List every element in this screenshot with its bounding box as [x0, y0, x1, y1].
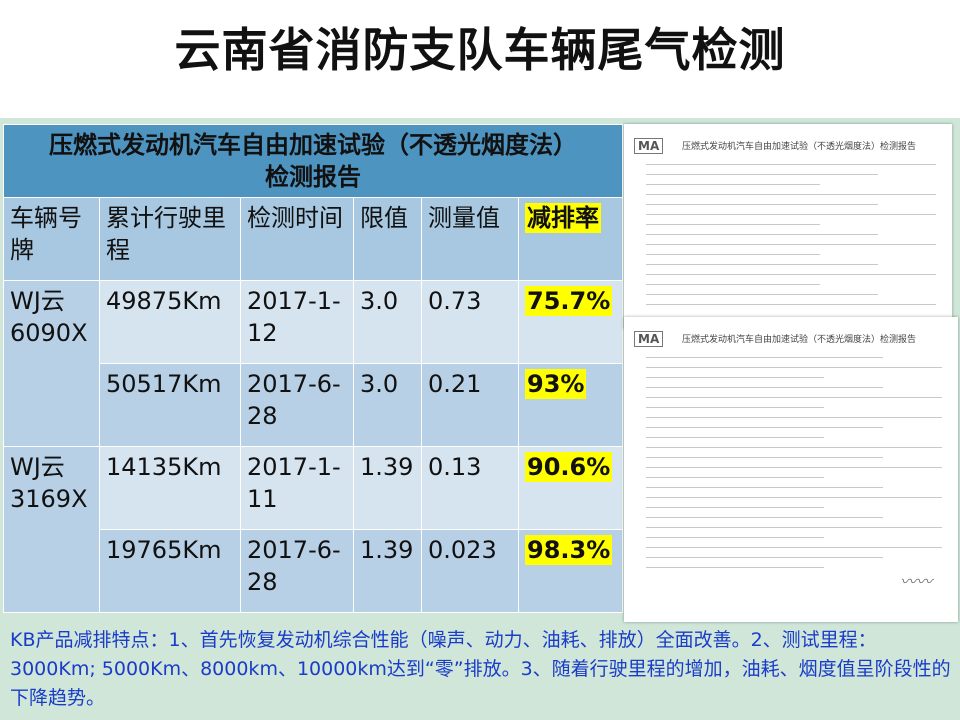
reduction-cell: 90.6%: [517, 446, 624, 530]
report-scan-image: MA 压燃式发动机汽车自由加速试验（不透光烟度法）检测报告 〰〰: [624, 317, 958, 622]
table-title-row: 压燃式发动机汽车自由加速试验（不透光烟度法） 检测报告: [2, 124, 624, 198]
measured-cell: 0.023: [421, 529, 519, 613]
mileage-cell: 14135Km: [99, 446, 241, 530]
column-header-date: 检测时间: [240, 197, 354, 281]
limit-cell: 3.0: [353, 280, 422, 364]
table-row: WJ云6090X 49875Km 2017-1-12 3.0 0.73 75.7…: [3, 280, 624, 447]
table-row: 19765Km 2017-6-28 1.39 0.023 98.3%: [4, 529, 624, 613]
table-title-line2: 检测报告: [265, 163, 362, 191]
report-scan-title: 压燃式发动机汽车自由加速试验（不透光烟度法）检测报告: [682, 335, 917, 345]
reduction-value: 93%: [525, 369, 587, 399]
date-cell: 2017-6-28: [240, 529, 354, 613]
signature-mark: 〰〰: [899, 572, 932, 591]
column-header-row: 车辆号牌 累计行驶里程 检测时间 限值 测量值 减排率: [3, 197, 624, 281]
limit-cell: 1.39: [353, 529, 422, 613]
cma-logo: MA: [634, 331, 664, 347]
column-header-measured: 测量值: [421, 197, 519, 281]
reduction-cell: 93%: [517, 363, 624, 447]
reduction-value: 75.7%: [525, 286, 613, 316]
mileage-cell: 49875Km: [99, 280, 241, 364]
report-scan-title: 压燃式发动机汽车自由加速试验（不透光烟度法）检测报告: [682, 142, 917, 152]
date-cell: 2017-6-28: [240, 363, 354, 447]
date-cell: 2017-1-11: [240, 446, 354, 530]
column-header-mileage: 累计行驶里程: [99, 197, 241, 281]
reduction-value: 90.6%: [525, 452, 613, 482]
slide-title: 云南省消防支队车辆尾气检测: [174, 23, 786, 77]
column-header-plate: 车辆号牌: [3, 197, 100, 281]
cma-logo: MA: [634, 138, 664, 154]
plate-cell: WJ云6090X: [3, 280, 100, 447]
plate-cell: WJ云3169X: [3, 446, 100, 613]
measured-cell: 0.73: [421, 280, 519, 364]
mileage-cell: 50517Km: [99, 363, 241, 447]
limit-cell: 1.39: [353, 446, 422, 530]
reduction-cell: 75.7%: [517, 280, 624, 364]
measured-cell: 0.13: [421, 446, 519, 530]
mileage-cell: 19765Km: [99, 529, 241, 613]
limit-cell: 3.0: [353, 363, 422, 447]
report-scan-image: MA 压燃式发动机汽车自由加速试验（不透光烟度法）检测报告: [624, 124, 952, 329]
reduction-value: 98.3%: [525, 535, 613, 565]
report-scan-text-lines: [646, 164, 936, 314]
measured-cell: 0.21: [421, 363, 519, 447]
table-title-line1: 压燃式发动机汽车自由加速试验（不透光烟度法）: [49, 131, 578, 159]
column-header-limit: 限值: [353, 197, 422, 281]
table-row: WJ云3169X 14135Km 2017-1-11 1.39 0.13 90.…: [3, 446, 624, 613]
date-cell: 2017-1-12: [240, 280, 354, 364]
column-header-reduction: 减排率: [517, 197, 624, 281]
product-notes: KB产品减排特点：1、首先恢复发动机综合性能（噪声、动力、油耗、排放）全面改善。…: [10, 629, 951, 709]
report-scan-text-lines: [646, 357, 942, 577]
title-band: [0, 0, 960, 118]
reduction-cell: 98.3%: [517, 529, 624, 613]
table-row: 50517Km 2017-6-28 3.0 0.21 93%: [4, 363, 624, 447]
emission-report-table: 压燃式发动机汽车自由加速试验（不透光烟度法） 检测报告 车辆号牌 累计行驶里程 …: [2, 124, 624, 613]
table-title: 压燃式发动机汽车自由加速试验（不透光烟度法） 检测报告: [2, 124, 624, 198]
reduction-header-highlight: 减排率: [525, 203, 601, 233]
